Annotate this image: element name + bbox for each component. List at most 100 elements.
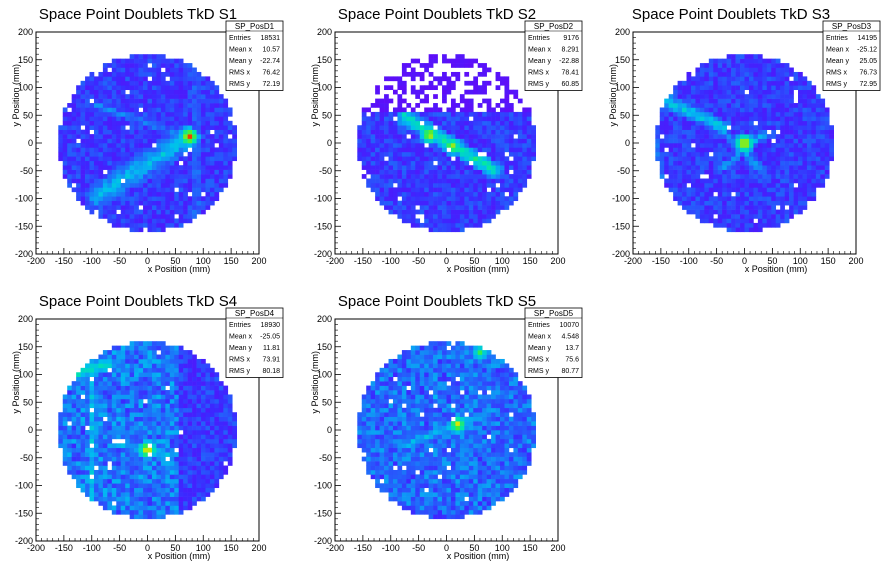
- histogram-panel-4: Space Point Doublets TkD S4-200 -150 -100-…: [11, 293, 284, 561]
- heatmap-bin: [401, 182, 407, 188]
- heatmap-bin: [120, 222, 126, 228]
- heatmap-bin: [428, 71, 434, 77]
- heatmap-bin: [102, 461, 108, 466]
- heatmap-bin: [196, 363, 202, 369]
- heatmap-bin: [455, 169, 461, 175]
- heatmap-bin: [780, 191, 785, 197]
- heatmap-bin: [178, 452, 184, 457]
- heatmap-bin: [107, 483, 113, 489]
- heatmap-bin: [766, 200, 772, 206]
- heatmap-bin: [160, 514, 166, 520]
- heatmap-bin: [766, 174, 772, 179]
- heatmap-bin: [464, 196, 470, 202]
- heatmap-bin: [111, 147, 117, 153]
- heatmap-bin: [107, 187, 113, 193]
- heatmap-bin: [424, 160, 429, 166]
- heatmap-bin: [209, 85, 215, 91]
- heatmap-bin: [686, 111, 692, 117]
- heatmap-bin: [361, 125, 367, 130]
- heatmap-bin: [71, 443, 77, 449]
- heatmap-bin: [392, 134, 398, 139]
- heatmap-bin: [789, 182, 794, 188]
- heatmap-bin: [744, 125, 750, 130]
- heatmap-bin: [71, 138, 77, 144]
- heatmap-bin: [147, 165, 153, 170]
- heatmap-bin: [442, 111, 447, 117]
- heatmap-bin: [178, 345, 184, 351]
- heatmap-bin: [134, 505, 139, 511]
- heatmap-bin: [771, 134, 777, 139]
- heatmap-bin: [192, 147, 197, 153]
- heatmap-bin: [366, 107, 371, 113]
- heatmap-bin: [731, 58, 736, 64]
- heatmap-bin: [775, 103, 781, 108]
- heatmap-bin: [410, 222, 416, 228]
- heatmap-bin: [192, 103, 197, 108]
- heatmap-bin: [192, 98, 197, 104]
- heatmap-bin: [120, 425, 126, 431]
- heatmap-bin: [125, 222, 130, 228]
- heatmap-bin: [218, 178, 224, 184]
- heatmap-bin: [815, 138, 821, 144]
- heatmap-bin: [151, 134, 157, 139]
- heatmap-bin: [169, 345, 175, 351]
- heatmap-bin: [138, 134, 144, 139]
- heatmap-bin: [446, 134, 452, 139]
- heatmap-bin: [780, 205, 785, 210]
- heatmap-bin: [424, 174, 429, 179]
- heatmap-bin: [780, 187, 785, 193]
- heatmap-bin: [192, 134, 197, 139]
- heatmap-bin: [486, 156, 492, 162]
- heatmap-bin: [138, 394, 144, 400]
- heatmap-bin: [793, 169, 799, 175]
- heatmap-bin: [62, 160, 68, 166]
- heatmap-bin: [450, 58, 456, 64]
- heatmap-bin: [717, 116, 723, 122]
- heatmap-bin: [464, 147, 470, 153]
- heatmap-bin: [806, 94, 812, 99]
- heatmap-bin: [111, 222, 117, 228]
- heatmap-bin: [513, 165, 519, 170]
- heatmap-bin: [116, 425, 122, 431]
- heatmap-bin: [717, 156, 723, 162]
- heatmap-bin: [143, 345, 148, 351]
- heatmap-bin: [160, 209, 166, 215]
- heatmap-bin: [232, 129, 237, 135]
- heatmap-bin: [522, 111, 528, 117]
- heatmap-bin: [232, 138, 237, 144]
- heatmap-bin: [62, 116, 68, 122]
- heatmap-bin: [517, 134, 523, 139]
- heatmap-bin: [120, 474, 126, 480]
- heatmap-bin: [147, 85, 153, 91]
- heatmap-bin: [192, 438, 197, 444]
- heatmap-bin: [455, 156, 461, 162]
- heatmap-bin: [450, 85, 456, 91]
- heatmap-bin: [375, 165, 380, 170]
- heatmap-bin: [735, 178, 741, 184]
- heatmap-bin: [80, 416, 86, 422]
- heatmap-bin: [726, 147, 732, 153]
- heatmap-bin: [401, 178, 407, 184]
- heatmap-bin: [757, 182, 763, 188]
- heatmap-bin: [174, 505, 180, 511]
- heatmap-bin: [766, 111, 772, 117]
- heatmap-bin: [209, 174, 215, 179]
- heatmap-bin: [482, 89, 487, 95]
- heatmap-bin: [704, 147, 710, 153]
- heatmap-bin: [459, 169, 465, 175]
- heatmap-bin: [120, 187, 126, 193]
- heatmap-bin: [138, 129, 144, 135]
- heatmap-bin: [740, 209, 745, 215]
- heatmap-bin: [784, 138, 790, 144]
- heatmap-bin: [143, 372, 148, 378]
- heatmap-bin: [806, 125, 812, 130]
- heatmap-bin: [102, 129, 108, 135]
- heatmap-bin: [134, 80, 139, 86]
- heatmap-bin: [824, 134, 830, 139]
- heatmap-bin: [424, 165, 429, 170]
- heatmap-bin: [735, 107, 741, 113]
- heatmap-bin: [673, 178, 678, 184]
- heatmap-bin: [147, 227, 153, 233]
- heatmap-bin: [116, 107, 122, 113]
- heatmap-bin: [726, 107, 732, 113]
